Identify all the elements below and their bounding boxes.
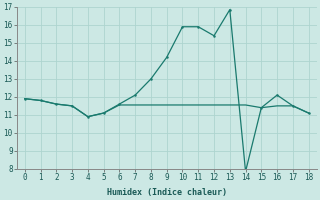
X-axis label: Humidex (Indice chaleur): Humidex (Indice chaleur) bbox=[107, 188, 227, 197]
